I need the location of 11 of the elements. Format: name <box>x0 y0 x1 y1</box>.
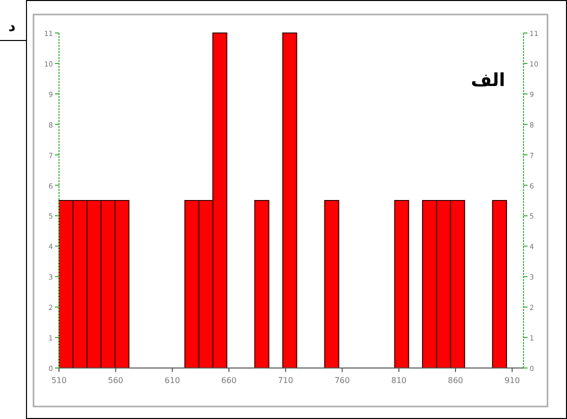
x-tick-label: 560 <box>108 376 124 385</box>
x-tick-label: 710 <box>278 376 294 385</box>
x-tick-label: 760 <box>334 376 350 385</box>
x-tick-label: 660 <box>221 376 237 385</box>
x-tick-label: 510 <box>51 376 67 385</box>
x-tick-label: 910 <box>504 376 520 385</box>
x-tick-label: 610 <box>164 376 180 385</box>
x-tick-label: 860 <box>448 376 464 385</box>
text: د <box>8 19 16 35</box>
x-tick-label: 810 <box>391 376 407 385</box>
annotation: الف <box>470 70 506 91</box>
